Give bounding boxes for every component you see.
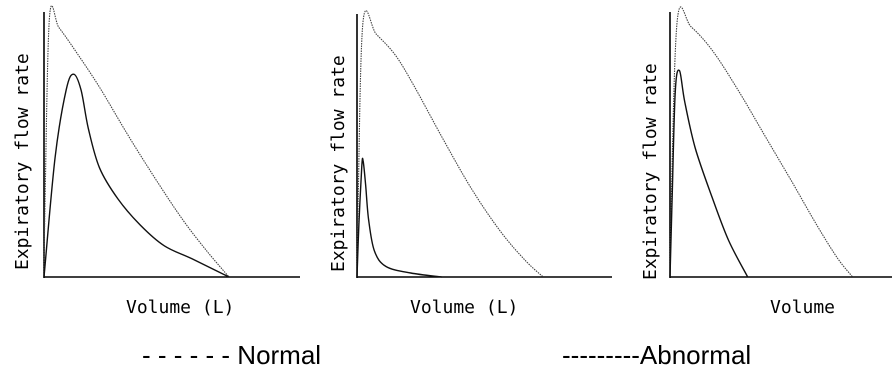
panel-3-y-axis-label: Expiratory flow rate [640, 63, 661, 280]
panel-1: Expiratory flow rate Volume (L) [12, 5, 300, 318]
panel-1-abnormal-curve [43, 73, 230, 278]
panel-1-normal-curve [43, 5, 230, 278]
panel-3-normal-curve [669, 6, 854, 278]
panel-2-normal-curve [356, 10, 544, 278]
panel-3: Expiratory flow rate Volume [640, 6, 892, 318]
panel-2-x-axis-label: Volume (L) [410, 297, 518, 318]
panel-2: Expiratory flow rate Volume (L) [328, 10, 612, 318]
panel-2-y-axis-label: Expiratory flow rate [328, 55, 349, 272]
panel-1-y-axis-label: Expiratory flow rate [12, 53, 33, 270]
legend-normal: - - - - - - Normal [142, 340, 321, 370]
panel-2-abnormal-curve [356, 157, 442, 278]
panel-1-x-axis-label: Volume (L) [126, 297, 234, 318]
panel-3-x-axis-label: Volume [770, 297, 835, 318]
panel-3-abnormal-curve [669, 69, 749, 278]
legend: - - - - - - Normal ---------Abnormal [142, 340, 751, 370]
legend-abnormal: ---------Abnormal [562, 340, 751, 370]
